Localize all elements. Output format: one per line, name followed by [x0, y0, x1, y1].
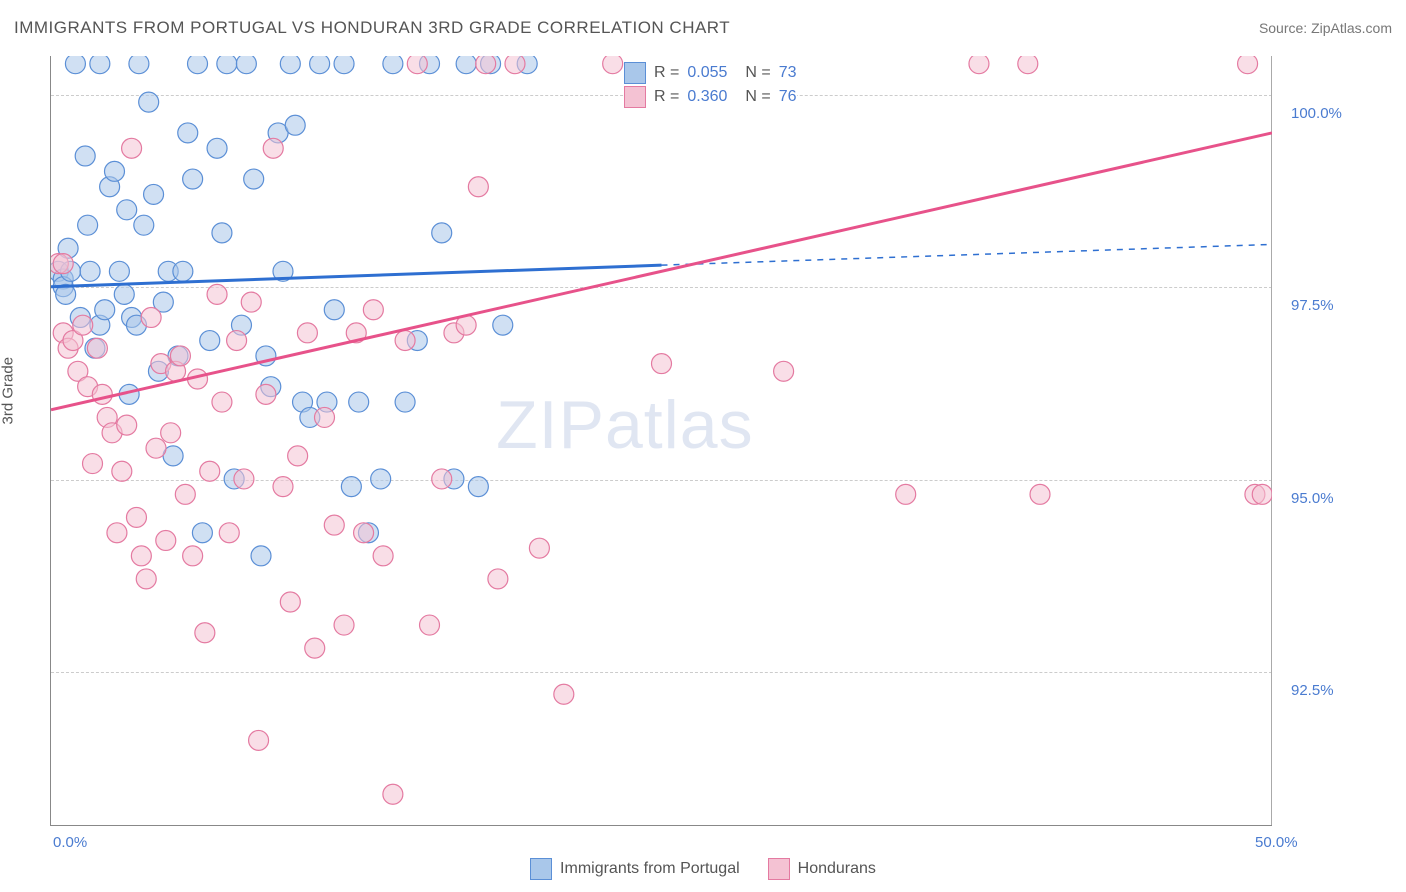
swatch-hondurans-icon [768, 858, 790, 880]
legend-item-portugal: Immigrants from Portugal [530, 858, 740, 880]
stats-legend-row-1: R = 0.360 N = 76 [624, 86, 797, 108]
y-axis-label: 3rd Grade [0, 357, 17, 425]
swatch-portugal [624, 62, 646, 84]
legend-item-hondurans: Hondurans [768, 858, 876, 880]
plot-area: ZIPatlas R = 0.055 N = 73 R = 0.360 N = … [50, 56, 1272, 826]
y-tick-label: 100.0% [1291, 105, 1342, 122]
regression-lines [51, 56, 1272, 825]
n-label: N = [745, 88, 770, 106]
n-label: N = [745, 64, 770, 82]
r-value-0: 0.055 [687, 64, 727, 82]
swatch-portugal-icon [530, 858, 552, 880]
x-tick-label: 50.0% [1255, 834, 1298, 851]
stats-legend-row-0: R = 0.055 N = 73 [624, 62, 797, 84]
n-value-0: 73 [779, 64, 797, 82]
legend-label-1: Hondurans [798, 860, 876, 878]
n-value-1: 76 [779, 88, 797, 106]
chart-title: IMMIGRANTS FROM PORTUGAL VS HONDURAN 3RD… [14, 18, 730, 38]
series-legend: Immigrants from Portugal Hondurans [0, 858, 1406, 880]
swatch-hondurans [624, 86, 646, 108]
y-tick-label: 95.0% [1291, 490, 1334, 507]
stats-legend: R = 0.055 N = 73 R = 0.360 N = 76 [624, 62, 797, 108]
r-label: R = [654, 64, 679, 82]
y-tick-label: 97.5% [1291, 297, 1334, 314]
source-label: Source: ZipAtlas.com [1259, 20, 1392, 36]
r-label: R = [654, 88, 679, 106]
y-tick-label: 92.5% [1291, 682, 1334, 699]
x-tick-label: 0.0% [53, 834, 87, 851]
r-value-1: 0.360 [687, 88, 727, 106]
legend-label-0: Immigrants from Portugal [560, 860, 740, 878]
